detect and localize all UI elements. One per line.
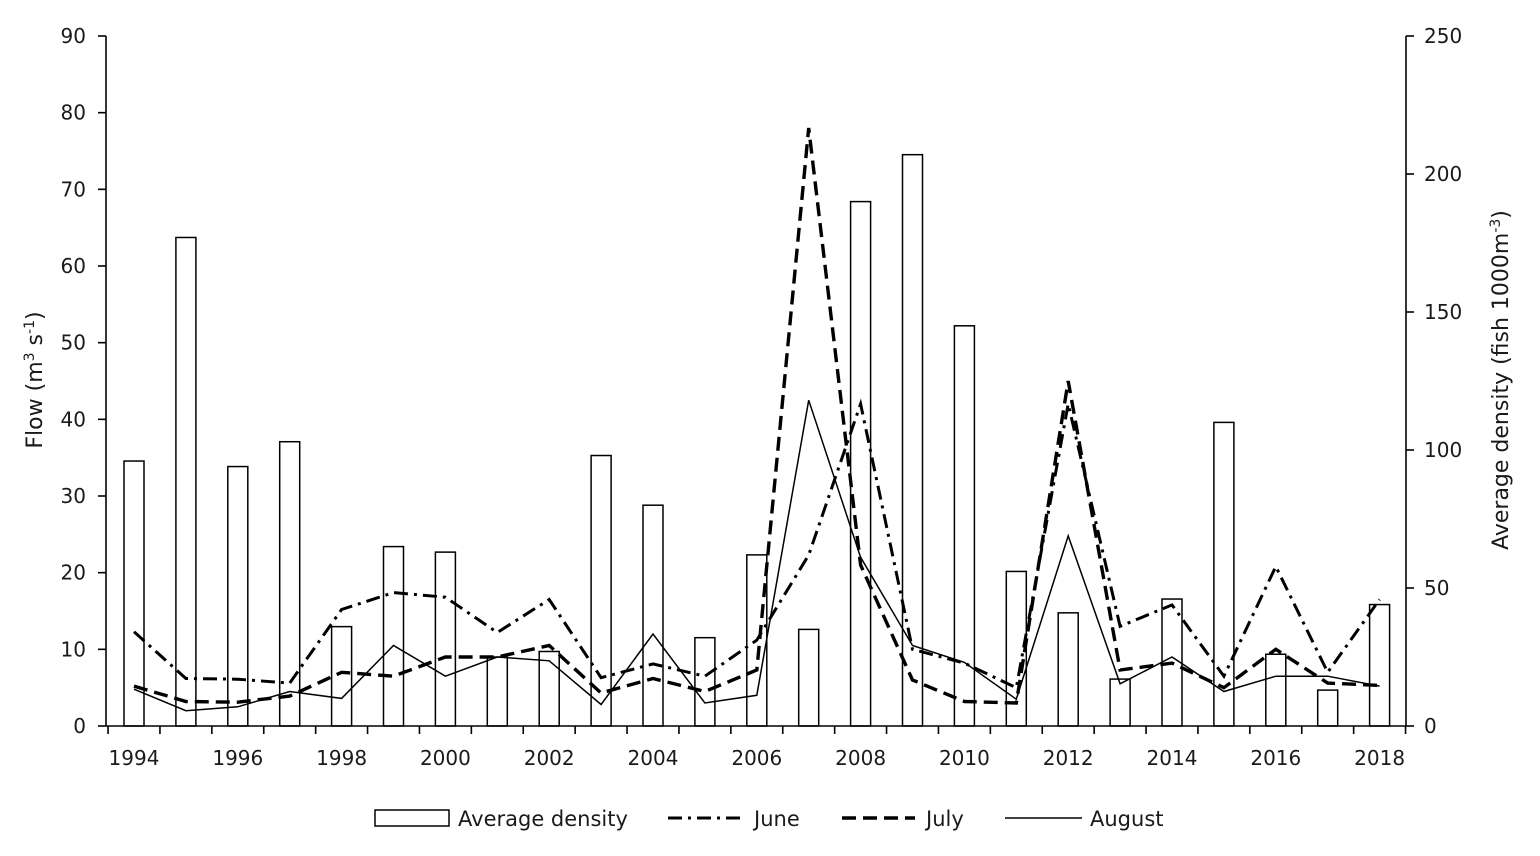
left-axis-title: Flow (m3 s-1) xyxy=(22,311,48,448)
left-tick-label: 60 xyxy=(61,254,86,278)
x-tick-label: 1996 xyxy=(212,746,263,770)
x-tick-label: 2010 xyxy=(939,746,990,770)
axes xyxy=(98,35,1414,734)
left-tick-label: 20 xyxy=(61,561,86,585)
right-tick-label: 250 xyxy=(1424,24,1462,48)
x-tick-label: 2002 xyxy=(524,746,575,770)
right-tick-label: 200 xyxy=(1424,162,1462,186)
density-bar-1996 xyxy=(227,465,249,727)
x-tick-label: 2000 xyxy=(420,746,471,770)
x-tick-label: 2018 xyxy=(1354,746,1405,770)
left-tick-label: 30 xyxy=(61,484,86,508)
density-bar-2001 xyxy=(486,656,509,727)
left-tick-label: 0 xyxy=(73,714,86,738)
density-bar-2010 xyxy=(953,325,976,727)
x-tick-label: 2016 xyxy=(1250,746,1301,770)
density-bar-2002 xyxy=(538,650,560,727)
density-bar-2004 xyxy=(642,504,664,727)
density-bar-1995 xyxy=(175,236,197,727)
legend-swatch-average-density xyxy=(374,809,450,827)
density-bar-2007 xyxy=(797,628,820,727)
series-line-july xyxy=(133,127,1380,705)
legend-label-july: July xyxy=(924,807,964,831)
density-bar-2005 xyxy=(694,636,716,727)
x-tick-label: 1994 xyxy=(109,746,160,770)
density-bar-2016 xyxy=(1265,653,1287,727)
density-bar-2017 xyxy=(1316,689,1339,727)
right-tick-label: 100 xyxy=(1424,438,1462,462)
left-tick-label: 80 xyxy=(61,101,86,125)
x-tick-label: 2006 xyxy=(731,746,782,770)
legend-label-june: June xyxy=(752,807,800,831)
left-tick-label: 50 xyxy=(61,331,86,355)
flow-lines xyxy=(132,127,1381,712)
density-bar-1999 xyxy=(382,545,405,727)
x-tick-label: 2012 xyxy=(1043,746,1094,770)
right-tick-label: 0 xyxy=(1424,714,1437,738)
tick-labels: 0 10 20 30 40 50 60 70 80 90 0 50 100 150 200 250 1994 19… xyxy=(61,24,1463,770)
x-tick-label: 2014 xyxy=(1147,746,1198,770)
density-bar-2018 xyxy=(1368,603,1391,727)
density-bar-2000 xyxy=(434,551,457,727)
density-bar-1998 xyxy=(330,625,353,727)
legend-label-august: August xyxy=(1090,807,1164,831)
left-tick-label: 10 xyxy=(61,637,86,661)
x-tick-label: 2004 xyxy=(628,746,679,770)
legend: Average density June July August xyxy=(374,807,1164,831)
density-bar-2015 xyxy=(1213,421,1235,727)
density-bar-2009 xyxy=(901,153,924,727)
right-tick-label: 150 xyxy=(1424,300,1462,324)
series-line-june xyxy=(132,398,1381,690)
density-bar-2008 xyxy=(849,200,872,727)
density-bar-2013 xyxy=(1109,678,1131,727)
density-bar-2012 xyxy=(1057,612,1079,727)
right-axis-title: Average density (fish 1000m-3) xyxy=(1488,210,1514,550)
series-line-august xyxy=(133,399,1380,712)
left-tick-label: 90 xyxy=(61,24,86,48)
right-tick-label: 50 xyxy=(1424,576,1449,600)
legend-label-average-density: Average density xyxy=(458,807,628,831)
x-tick-label: 2008 xyxy=(835,746,886,770)
left-tick-label: 70 xyxy=(61,177,86,201)
left-tick-label: 40 xyxy=(61,407,86,431)
x-tick-label: 1998 xyxy=(316,746,367,770)
